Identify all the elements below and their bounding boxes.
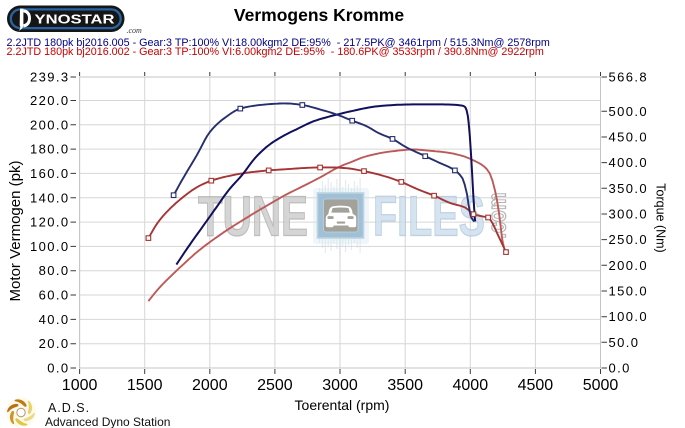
svg-text:A.D.S.: A.D.S.	[48, 401, 90, 415]
svg-text:3500: 3500	[387, 377, 423, 394]
svg-text:150.0: 150.0	[609, 284, 649, 299]
svg-text:1500: 1500	[127, 377, 163, 394]
svg-text:100.0: 100.0	[30, 239, 70, 254]
svg-text:Toerental (rpm): Toerental (rpm)	[295, 397, 390, 413]
svg-text:200.0: 200.0	[609, 258, 649, 273]
svg-text:250.0: 250.0	[609, 232, 649, 247]
svg-text:TUNE: TUNE	[198, 185, 308, 249]
svg-text:5000: 5000	[583, 377, 619, 394]
svg-text:350.0: 350.0	[609, 181, 649, 196]
svg-text:450.0: 450.0	[609, 130, 649, 145]
svg-text:400.0: 400.0	[609, 155, 649, 170]
svg-text:140.0: 140.0	[30, 190, 70, 205]
svg-text:Torque (Nm): Torque (Nm)	[654, 183, 668, 252]
svg-text:4500: 4500	[518, 377, 554, 394]
svg-text:1000: 1000	[62, 377, 98, 394]
svg-text:40.0: 40.0	[39, 312, 70, 327]
svg-text:0.0: 0.0	[609, 361, 631, 376]
svg-text:239.3: 239.3	[30, 70, 70, 85]
svg-text:Motor Vermogen (pk): Motor Vermogen (pk)	[7, 161, 24, 302]
svg-text:Vermogens Kromme: Vermogens Kromme	[234, 5, 404, 25]
svg-text:160.0: 160.0	[30, 166, 70, 181]
svg-text:566.8: 566.8	[609, 70, 649, 85]
svg-text:220.0: 220.0	[30, 93, 70, 108]
svg-text:300.0: 300.0	[609, 207, 649, 222]
svg-text:2.2JTD 180pk bj2016.005 - Gear: 2.2JTD 180pk bj2016.005 - Gear:3 TP:100%…	[7, 37, 550, 49]
svg-text:50.0: 50.0	[609, 335, 640, 350]
svg-text:80.0: 80.0	[39, 263, 70, 278]
svg-text:100.0: 100.0	[609, 309, 649, 324]
svg-text:4000: 4000	[453, 377, 489, 394]
svg-text:YNOSTAR: YNOSTAR	[35, 13, 115, 27]
svg-text:0.0: 0.0	[47, 361, 69, 376]
svg-text:2000: 2000	[192, 377, 228, 394]
svg-text:20.0: 20.0	[39, 336, 70, 351]
svg-text:3000: 3000	[322, 377, 358, 394]
svg-text:120.0: 120.0	[30, 215, 70, 230]
svg-text:200.0: 200.0	[30, 117, 70, 132]
svg-text:2.2JTD 180pk bj2016.002 - Gear: 2.2JTD 180pk bj2016.002 - Gear:3 TP:100%…	[7, 46, 544, 58]
svg-text:180.0: 180.0	[30, 142, 70, 157]
svg-text:2500: 2500	[257, 377, 293, 394]
svg-text:500.0: 500.0	[609, 104, 649, 119]
svg-text:.com: .com	[127, 26, 143, 35]
svg-text:Advanced Dyno Station: Advanced Dyno Station	[45, 415, 170, 428]
svg-text:60.0: 60.0	[39, 288, 70, 303]
